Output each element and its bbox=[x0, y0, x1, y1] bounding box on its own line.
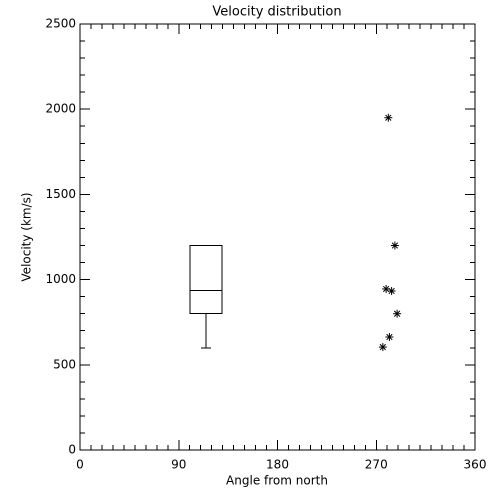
y-tick-label: 2000 bbox=[45, 102, 76, 116]
point bbox=[378, 343, 387, 352]
point bbox=[387, 287, 396, 296]
box bbox=[189, 245, 223, 315]
y-tick-label: 1500 bbox=[45, 187, 76, 201]
asterisk-stroke bbox=[393, 310, 401, 317]
y-tick-label: 500 bbox=[53, 357, 76, 371]
point bbox=[385, 333, 394, 342]
y-tick-label: 2500 bbox=[45, 17, 76, 31]
chart-title: Velocity distribution bbox=[212, 5, 341, 20]
x-tick-label: 270 bbox=[365, 458, 388, 472]
point bbox=[382, 284, 391, 293]
asterisk-stroke bbox=[391, 242, 399, 249]
x-tick-label: 360 bbox=[464, 458, 487, 472]
x-axis-label: Angle from north bbox=[226, 474, 328, 488]
x-tick-label: 180 bbox=[266, 458, 289, 472]
x-tick-label: 0 bbox=[76, 458, 84, 472]
asterisk-stroke bbox=[385, 114, 392, 121]
asterisk-stroke bbox=[386, 333, 393, 341]
asterisk-stroke bbox=[379, 343, 386, 351]
plot-frame bbox=[79, 23, 476, 451]
point bbox=[390, 241, 399, 250]
asterisk-stroke bbox=[388, 287, 395, 295]
y-tick-label: 0 bbox=[68, 443, 76, 457]
asterisk-stroke bbox=[382, 285, 390, 293]
point bbox=[384, 113, 393, 122]
y-tick-label: 1000 bbox=[45, 272, 76, 286]
point bbox=[393, 309, 402, 318]
x-tick-label: 90 bbox=[171, 458, 186, 472]
y-axis-label: Velocity (km/s) bbox=[20, 192, 34, 281]
